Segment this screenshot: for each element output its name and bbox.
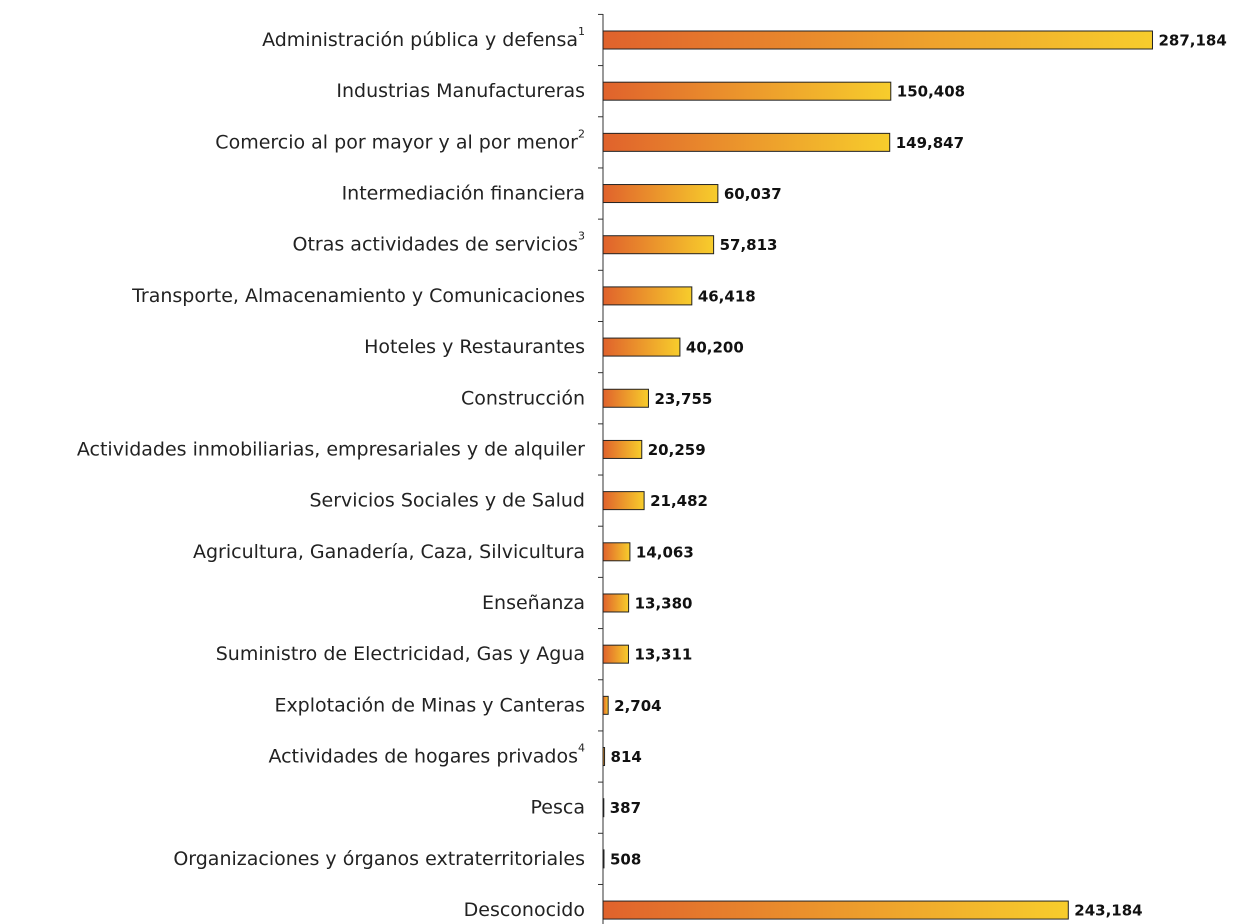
bar [602,286,693,306]
bar [602,644,629,664]
y-tick-label: Actividades inmobiliarias, empresariales… [77,438,585,460]
value-label: 387 [610,799,641,817]
y-tick-label: Pesca [531,796,585,818]
bar [602,695,609,715]
category-name: Actividades de hogares privados [268,745,578,767]
category-name: Hoteles y Restaurantes [364,336,585,358]
y-tick-label: Administración pública y defensa1 [262,25,585,51]
category-name: Desconocido [464,899,585,921]
y-tick-label: Servicios Sociales y de Salud [310,489,586,511]
footnote-mark: 4 [578,742,585,755]
value-label: 149,847 [896,134,964,152]
value-label: 13,380 [635,594,693,612]
y-tick-label: Explotación de Minas y Canteras [274,694,585,716]
category-name: Otras actividades de servicios [293,233,579,255]
bar [602,747,606,767]
value-label: 13,311 [634,646,692,664]
y-tick-label: Comercio al por mayor y al por menor2 [215,127,585,153]
category-name: Administración pública y defensa [262,29,578,51]
value-label: 46,418 [698,287,756,305]
value-label: 20,259 [648,441,706,459]
category-name: Agricultura, Ganadería, Caza, Silvicultu… [193,540,585,562]
footnote-mark: 2 [578,127,585,140]
y-tick-label: Transporte, Almacenamiento y Comunicacio… [131,284,585,306]
category-name: Actividades inmobiliarias, empresariales… [77,438,585,460]
bar [602,388,649,408]
footnote-mark: 1 [578,25,585,38]
bar [602,132,891,152]
bar [602,798,605,818]
value-label: 40,200 [686,339,744,357]
category-name: Transporte, Almacenamiento y Comunicacio… [131,284,585,306]
bar [602,593,630,613]
category-name: Comercio al por mayor y al por menor [215,131,578,153]
bar [602,337,681,357]
value-label: 57,813 [720,236,778,254]
value-label: 287,184 [1158,32,1226,50]
category-name: Organizaciones y órganos extraterritoria… [173,847,585,869]
bar [602,849,605,869]
value-label: 60,037 [724,185,782,203]
y-tick-label: Industrias Manufactureras [336,80,585,102]
category-name: Intermediación financiera [342,182,585,204]
y-tick-label: Construcción [461,387,585,409]
bar [602,81,892,101]
value-label: 814 [611,748,642,766]
y-tick-label: Agricultura, Ganadería, Caza, Silvicultu… [193,540,585,562]
bar [602,184,719,204]
bar [602,235,715,255]
value-label: 21,482 [650,492,708,510]
bar [602,542,631,562]
bar [602,491,645,511]
category-name: Enseñanza [482,591,585,613]
value-label: 23,755 [654,390,712,408]
y-tick-label: Hoteles y Restaurantes [364,336,585,358]
y-tick-label: Enseñanza [482,591,585,613]
category-name: Construcción [461,387,585,409]
category-name: Explotación de Minas y Canteras [274,694,585,716]
category-name: Servicios Sociales y de Salud [310,489,586,511]
category-name: Industrias Manufactureras [336,80,585,102]
value-label: 2,704 [614,697,661,715]
value-label: 14,063 [636,543,694,561]
footnote-mark: 3 [578,230,585,243]
bar [602,30,1153,50]
y-tick-label: Desconocido [464,899,585,921]
category-name: Pesca [531,796,585,818]
y-tick-label: Organizaciones y órganos extraterritoria… [173,847,585,869]
value-label: 243,184 [1074,902,1142,920]
y-tick-label: Otras actividades de servicios3 [293,230,586,256]
value-label: 150,408 [897,83,965,101]
value-label: 508 [610,850,641,868]
bar [602,439,643,459]
y-tick-label: Actividades de hogares privados4 [268,742,585,768]
y-tick-label: Suministro de Electricidad, Gas y Agua [216,643,585,665]
bar [602,900,1069,920]
y-tick-label: Intermediación financiera [342,182,585,204]
category-name: Suministro de Electricidad, Gas y Agua [216,643,585,665]
